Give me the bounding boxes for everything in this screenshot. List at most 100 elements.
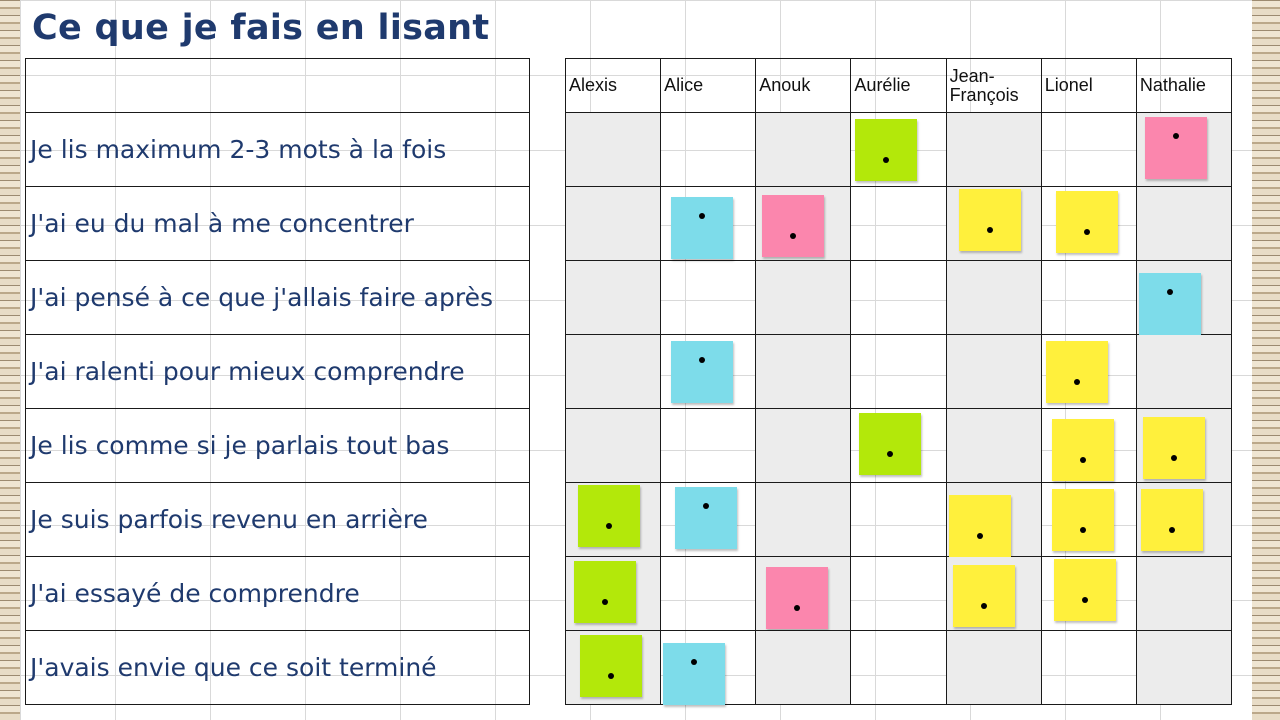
sticky-note-green[interactable] [580, 635, 642, 697]
sticky-note-yellow[interactable] [958, 189, 1021, 251]
statements-table: Je lis maximum 2-3 mots à la fois J'ai e… [25, 58, 530, 705]
grid-cell[interactable] [660, 334, 757, 409]
sticky-note-yellow[interactable] [1045, 341, 1108, 403]
grid-cell[interactable] [1135, 630, 1233, 705]
grid-cell[interactable] [564, 482, 662, 557]
pin-dot-icon [1170, 455, 1177, 461]
sticky-note-yellow[interactable] [1140, 489, 1203, 551]
grid-cell[interactable] [660, 260, 757, 335]
grid-cell[interactable] [755, 482, 852, 557]
grid-cell[interactable] [660, 112, 757, 187]
sticky-note-green[interactable] [574, 561, 636, 623]
name-header-cell[interactable]: Jean- François [945, 58, 1042, 113]
grid-cell[interactable] [564, 556, 662, 631]
grid-cell[interactable] [564, 408, 662, 483]
name-header-cell[interactable]: Aurélie [850, 58, 947, 113]
sticky-note-pink[interactable] [766, 567, 829, 629]
grid-cell[interactable] [755, 260, 852, 335]
grid-cell[interactable] [850, 186, 947, 261]
grid-cell[interactable] [1040, 112, 1137, 187]
sticky-note-pink[interactable] [1144, 117, 1207, 179]
sticky-note-blue[interactable] [663, 643, 726, 705]
statements-header-cell[interactable] [25, 58, 530, 113]
grid-cell[interactable] [564, 112, 662, 187]
grid-cell[interactable] [850, 630, 947, 705]
name-header-cell[interactable]: Nathalie [1135, 58, 1233, 113]
name-header-cell[interactable]: Anouk [755, 58, 852, 113]
grid-cell[interactable] [660, 482, 757, 557]
pin-dot-icon [1079, 457, 1086, 463]
statement-cell[interactable]: J'ai ralenti pour mieux comprendre [25, 334, 530, 409]
statement-cell[interactable]: Je lis comme si je parlais tout bas [25, 408, 530, 483]
grid-cell[interactable] [1040, 260, 1137, 335]
statement-cell[interactable]: J'ai pensé à ce que j'allais faire après [25, 260, 530, 335]
grid-cell[interactable] [564, 260, 662, 335]
sticky-note-blue[interactable] [671, 197, 734, 259]
grid-cell[interactable] [945, 408, 1042, 483]
grid-cell[interactable] [660, 630, 757, 705]
statement-cell[interactable]: Je suis parfois revenu en arrière [25, 482, 530, 557]
grid-cell[interactable] [1040, 334, 1137, 409]
grid-cell[interactable] [564, 334, 662, 409]
sticky-note-green[interactable] [855, 119, 918, 181]
grid-cell[interactable] [850, 408, 947, 483]
grid-cell[interactable] [1040, 556, 1137, 631]
name-header-cell[interactable]: Lionel [1040, 58, 1137, 113]
grid-cell[interactable] [850, 482, 947, 557]
sticky-note-green[interactable] [578, 485, 640, 547]
grid-cell[interactable] [755, 334, 852, 409]
grid-cell[interactable] [564, 186, 662, 261]
statement-cell[interactable]: Je lis maximum 2-3 mots à la fois [25, 112, 530, 187]
grid-cell[interactable] [945, 630, 1042, 705]
grid-cell[interactable] [1135, 556, 1233, 631]
grid-cell[interactable] [945, 556, 1042, 631]
grid-cell[interactable] [1135, 186, 1233, 261]
grid-cell[interactable] [945, 112, 1042, 187]
grid-cell[interactable] [945, 334, 1042, 409]
grid-cell[interactable] [660, 408, 757, 483]
grid-cell[interactable] [945, 186, 1042, 261]
grid-cell[interactable] [1040, 408, 1137, 483]
grid-cell[interactable] [660, 556, 757, 631]
sticky-note-pink[interactable] [762, 195, 825, 257]
grid-cell[interactable] [1135, 482, 1233, 557]
grid-cell[interactable] [1040, 630, 1137, 705]
statement-cell[interactable]: J'ai essayé de comprendre [25, 556, 530, 631]
grid-cell[interactable] [564, 630, 662, 705]
sticky-note-blue[interactable] [1138, 273, 1201, 335]
sticky-note-yellow[interactable] [952, 565, 1015, 627]
grid-cell[interactable] [850, 556, 947, 631]
sticky-note-yellow[interactable] [1055, 191, 1118, 253]
sticky-note-blue[interactable] [675, 487, 738, 549]
grid-cell[interactable] [755, 112, 852, 187]
name-header-cell[interactable]: Alexis [564, 58, 662, 113]
sticky-note-yellow[interactable] [948, 495, 1011, 557]
sticky-note-green[interactable] [859, 413, 922, 475]
grid-cell[interactable] [1040, 482, 1137, 557]
sticky-note-yellow[interactable] [1051, 489, 1114, 551]
statement-cell[interactable]: J'avais envie que ce soit terminé [25, 630, 530, 705]
grid-cell[interactable] [945, 482, 1042, 557]
sticky-note-yellow[interactable] [1051, 419, 1114, 481]
sticky-note-yellow[interactable] [1142, 417, 1205, 479]
grid-cell[interactable] [755, 408, 852, 483]
sticky-note-yellow[interactable] [1053, 559, 1116, 621]
grid-cell[interactable] [1135, 260, 1233, 335]
grid-cell[interactable] [755, 556, 852, 631]
grid-cell[interactable] [1135, 334, 1233, 409]
pin-dot-icon [883, 157, 890, 163]
grid-cell[interactable] [755, 186, 852, 261]
grid-cell[interactable] [1040, 186, 1137, 261]
name-header-cell[interactable]: Alice [660, 58, 757, 113]
sticky-note-blue[interactable] [671, 341, 734, 403]
grid-cell[interactable] [1135, 408, 1233, 483]
grid-cell[interactable] [850, 334, 947, 409]
grid-cell[interactable] [1135, 112, 1233, 187]
grid-cell[interactable] [755, 630, 852, 705]
grid-cell[interactable] [945, 260, 1042, 335]
pin-dot-icon [794, 605, 801, 611]
grid-cell[interactable] [850, 112, 947, 187]
grid-cell[interactable] [850, 260, 947, 335]
grid-cell[interactable] [660, 186, 757, 261]
statement-cell[interactable]: J'ai eu du mal à me concentrer [25, 186, 530, 261]
